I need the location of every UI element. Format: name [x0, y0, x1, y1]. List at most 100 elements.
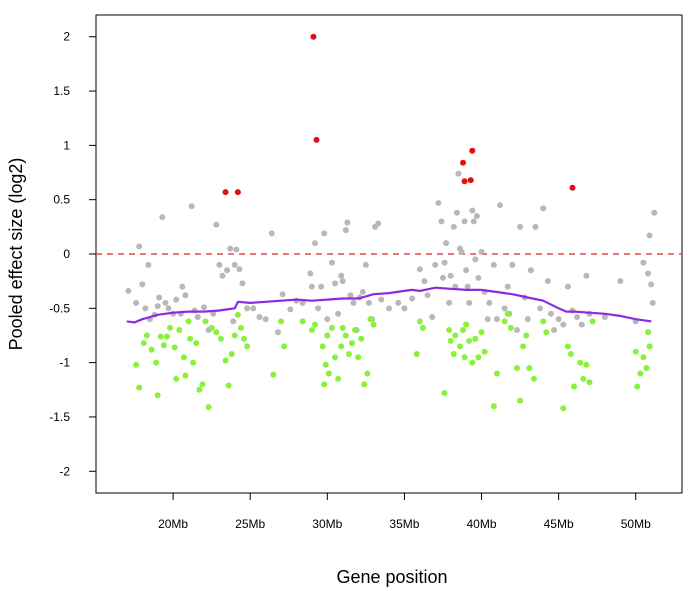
green-point — [213, 329, 220, 336]
gray-point — [256, 314, 263, 321]
x-tick-label: 45Mb — [544, 517, 574, 531]
gray-point — [461, 218, 468, 225]
gray-point — [339, 278, 346, 285]
green-point — [463, 321, 470, 328]
y-tick-label: 1 — [63, 138, 70, 152]
green-point — [173, 375, 180, 382]
green-point — [311, 321, 318, 328]
green-point — [319, 343, 326, 350]
gray-point — [446, 299, 453, 306]
gray-point — [438, 218, 445, 225]
gray-point — [182, 292, 189, 299]
green-point — [342, 332, 349, 339]
gray-point — [268, 230, 275, 237]
green-point — [205, 404, 212, 411]
y-axis-title: Pooled effect size (log2) — [6, 158, 26, 351]
gray-point — [227, 245, 234, 252]
red-point — [313, 136, 320, 143]
red-point — [222, 189, 229, 196]
gray-point — [509, 261, 516, 268]
gray-point — [432, 261, 439, 268]
green-point — [225, 382, 232, 389]
gray-point — [332, 280, 339, 287]
y-tick-label: 0.5 — [53, 193, 70, 207]
gray-point — [513, 327, 520, 334]
gray-point — [136, 243, 143, 250]
gray-point — [401, 305, 408, 312]
green-point — [472, 335, 479, 342]
gray-point — [233, 246, 240, 253]
gray-point — [458, 248, 465, 255]
green-point — [567, 350, 574, 357]
gray-point — [469, 207, 476, 214]
green-point — [244, 343, 251, 350]
gray-point — [279, 291, 286, 298]
x-axis: 20Mb 25Mb 30Mb 35Mb 40Mb 45Mb 50Mb — [158, 493, 651, 531]
green-point — [325, 370, 332, 377]
green-point — [361, 381, 368, 388]
gray-point — [551, 327, 558, 334]
green-point — [364, 370, 371, 377]
green-point — [332, 354, 339, 361]
gray-point — [328, 259, 335, 266]
gray-point — [142, 305, 149, 312]
green-point — [419, 324, 426, 331]
green-point — [589, 318, 596, 325]
gray-point — [308, 283, 315, 290]
gray-point — [527, 267, 534, 274]
gray-point — [601, 314, 608, 321]
green-point — [560, 405, 567, 412]
gray-point — [547, 310, 554, 317]
green-point — [450, 350, 457, 357]
gray-point — [560, 321, 567, 328]
green-point — [447, 337, 454, 344]
gray-point — [583, 272, 590, 279]
green-point — [328, 324, 335, 331]
green-point — [645, 329, 652, 336]
gray-point — [230, 318, 237, 325]
gray-point — [154, 303, 161, 310]
green-point — [321, 381, 328, 388]
green-point — [345, 350, 352, 357]
green-point — [543, 329, 550, 336]
gray-point — [450, 223, 457, 230]
gray-point — [455, 170, 462, 177]
green-point — [322, 361, 329, 368]
green-point — [308, 327, 315, 334]
green-point — [180, 354, 187, 361]
green-point — [208, 324, 215, 331]
y-tick-label: 0 — [63, 247, 70, 261]
gray-point — [165, 305, 172, 312]
green-point — [148, 346, 155, 353]
green-point — [478, 329, 485, 336]
green-point — [481, 348, 488, 355]
green-point — [193, 340, 200, 347]
gray-point — [213, 221, 220, 228]
green-point — [202, 318, 209, 325]
points-layer — [125, 33, 658, 412]
green-point — [348, 340, 355, 347]
gray-point — [447, 272, 454, 279]
x-axis-title: Gene position — [336, 567, 447, 587]
green-point — [167, 324, 174, 331]
green-point — [640, 354, 647, 361]
green-point — [339, 324, 346, 331]
gray-point — [359, 289, 366, 296]
green-point — [358, 335, 365, 342]
green-point — [469, 359, 476, 366]
green-point — [182, 372, 189, 379]
green-point — [176, 327, 183, 334]
red-point — [461, 178, 468, 185]
y-tick-label: 2 — [63, 30, 70, 44]
gray-point — [307, 270, 314, 277]
green-point — [466, 337, 473, 344]
green-point — [571, 383, 578, 390]
gray-point — [429, 314, 436, 321]
green-point — [490, 403, 497, 410]
green-point — [352, 327, 359, 334]
gray-point — [188, 203, 195, 210]
green-point — [231, 332, 238, 339]
red-point — [460, 159, 467, 166]
red-point — [234, 189, 241, 196]
